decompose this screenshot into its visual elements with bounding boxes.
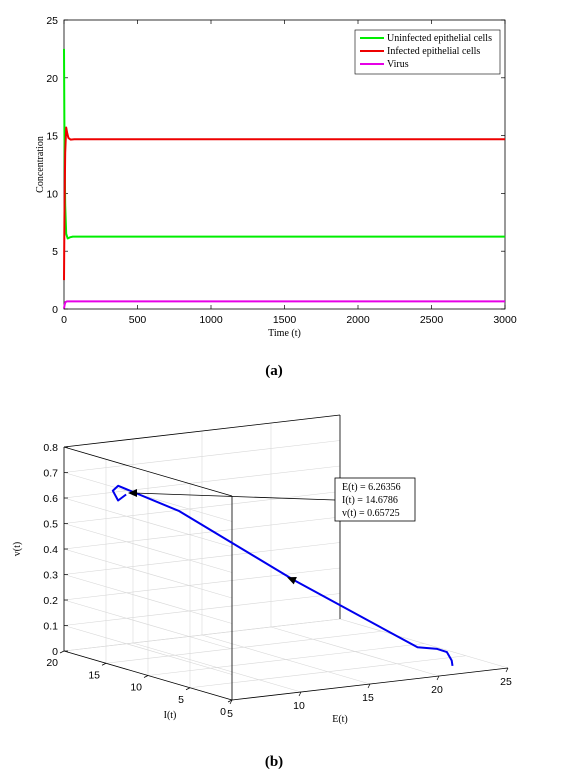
side-wall-grid-line <box>63 599 233 650</box>
x-tick-label: 2000 <box>346 314 370 326</box>
3d-axis-ticks: 5101520250510152000.10.20.30.40.50.60.70… <box>43 442 512 720</box>
line-uninfected <box>63 48 505 240</box>
side-wall-grid-line <box>63 625 233 675</box>
z-tick-label-b: 0.5 <box>43 519 58 531</box>
legend-label-uninfected: Uninfected epithelial cells <box>387 33 492 44</box>
side-wall-grid-line <box>63 574 233 624</box>
datatip-line-i: I(t) = 14.6786 <box>342 495 398 506</box>
y-tick-label: 20 <box>46 73 58 85</box>
3d-walls-grid <box>63 414 509 701</box>
x-tick-label: 2500 <box>420 314 444 326</box>
box-edge <box>63 414 341 448</box>
trajectory-direction-arrow <box>287 577 297 585</box>
legend-label-virus: Virus <box>387 59 409 70</box>
side-wall-grid-line <box>63 472 233 522</box>
z-tick-label-b: 0.4 <box>43 544 58 556</box>
line-infected <box>63 126 505 281</box>
y-tick-label-b: 5 <box>178 694 184 706</box>
x-tick-label-b: 15 <box>362 692 374 704</box>
back-wall-grid-line <box>63 516 341 550</box>
x-tick-mark-b <box>229 699 233 705</box>
side-wall-grid-line <box>63 497 233 548</box>
x-tick-label: 1500 <box>273 314 297 326</box>
x-tick-label: 3000 <box>493 314 517 326</box>
y-tick-label: 25 <box>46 15 58 27</box>
caption-a: (a) <box>265 363 283 379</box>
y-tick-label-b: 20 <box>46 657 58 669</box>
z-tick-label-b: 0 <box>52 646 58 658</box>
x-tick-label: 0 <box>61 314 67 326</box>
y-axis-label-a: Concentration <box>35 136 46 193</box>
y-tick-label-b: 10 <box>130 682 142 694</box>
back-wall-grid-line <box>63 542 341 575</box>
x-tick-label: 1000 <box>199 314 223 326</box>
x-tick-mark-b <box>367 683 371 689</box>
x-axis-label-b: E(t) <box>332 714 348 725</box>
box-edge <box>63 446 233 497</box>
y-tick-mark-b <box>185 687 191 691</box>
z-axis-label-b: v(t) <box>12 542 23 556</box>
datatip-annotation: E(t) = 6.26356 I(t) = 14.6786 v(t) = 0.6… <box>128 477 416 522</box>
x-tick-mark-b <box>436 675 440 681</box>
x-axis-ticks-a: 0 500 1000 1500 2000 2500 3000 <box>61 20 517 326</box>
datatip-line-e: E(t) = 6.26356 <box>342 482 401 493</box>
x-tick-mark-b <box>505 667 509 673</box>
caption-b: (b) <box>265 754 283 770</box>
y-tick-mark-b <box>59 650 65 654</box>
x-tick-label-b: 20 <box>431 684 443 696</box>
chart-b: 5101520250510152000.10.20.30.40.50.60.70… <box>12 414 512 770</box>
y-axis-label-b: I(t) <box>164 710 177 721</box>
y-tick-label-b: 0 <box>220 706 226 718</box>
back-wall-grid-line <box>63 491 341 524</box>
y-tick-label: 10 <box>46 188 58 200</box>
floor-grid-line <box>189 655 467 689</box>
x-tick-label: 500 <box>129 314 147 326</box>
y-tick-label: 5 <box>52 246 58 258</box>
back-wall-grid-line <box>63 593 341 626</box>
legend-a: Uninfected epithelial cells Infected epi… <box>354 29 501 75</box>
series-lines-a <box>63 48 505 309</box>
back-wall-grid-line <box>63 440 341 473</box>
z-tick-label-b: 0.8 <box>43 442 58 454</box>
z-tick-label-b: 0.7 <box>43 468 58 480</box>
x-tick-label-b: 25 <box>500 676 512 688</box>
side-wall-grid-line <box>63 548 233 599</box>
y-axis-ticks-a: 0 5 10 15 20 25 <box>46 15 505 316</box>
side-wall-grid-line <box>63 523 233 573</box>
chart-a: 0 500 1000 1500 2000 2500 3000 0 5 10 15 20 25 Time… <box>35 15 517 379</box>
z-tick-label-b: 0.2 <box>43 595 58 607</box>
y-tick-mark-b <box>143 675 149 678</box>
z-tick-label-b: 0.6 <box>43 493 58 505</box>
x-tick-label-b: 5 <box>227 708 233 720</box>
datatip-line-v: v(t) = 0.65725 <box>342 508 400 519</box>
datatip-leader-line <box>133 492 336 501</box>
z-tick-label-b: 0.3 <box>43 570 58 582</box>
x-tick-mark-b <box>298 691 302 697</box>
datatip-arrowhead <box>128 489 137 497</box>
y-tick-label-b: 15 <box>88 669 100 681</box>
y-tick-label: 15 <box>46 131 58 143</box>
back-wall-grid-line <box>63 618 341 652</box>
x-tick-label-b: 10 <box>293 700 305 712</box>
line-virus <box>63 300 505 309</box>
datatip-box <box>334 477 416 522</box>
back-wall-grid-line <box>63 567 341 601</box>
trajectory-line <box>111 484 454 667</box>
back-wall-grid-line <box>63 465 341 499</box>
x-axis-label-a: Time (t) <box>268 328 301 339</box>
legend-label-infected: Infected epithelial cells <box>387 46 480 57</box>
floor-grid-line <box>105 630 383 664</box>
floor-grid-line <box>147 643 425 676</box>
z-tick-label-b: 0.1 <box>43 621 58 633</box>
y-tick-mark-b <box>101 662 107 666</box>
y-tick-mark-b <box>227 699 233 703</box>
y-tick-label: 0 <box>52 304 58 316</box>
